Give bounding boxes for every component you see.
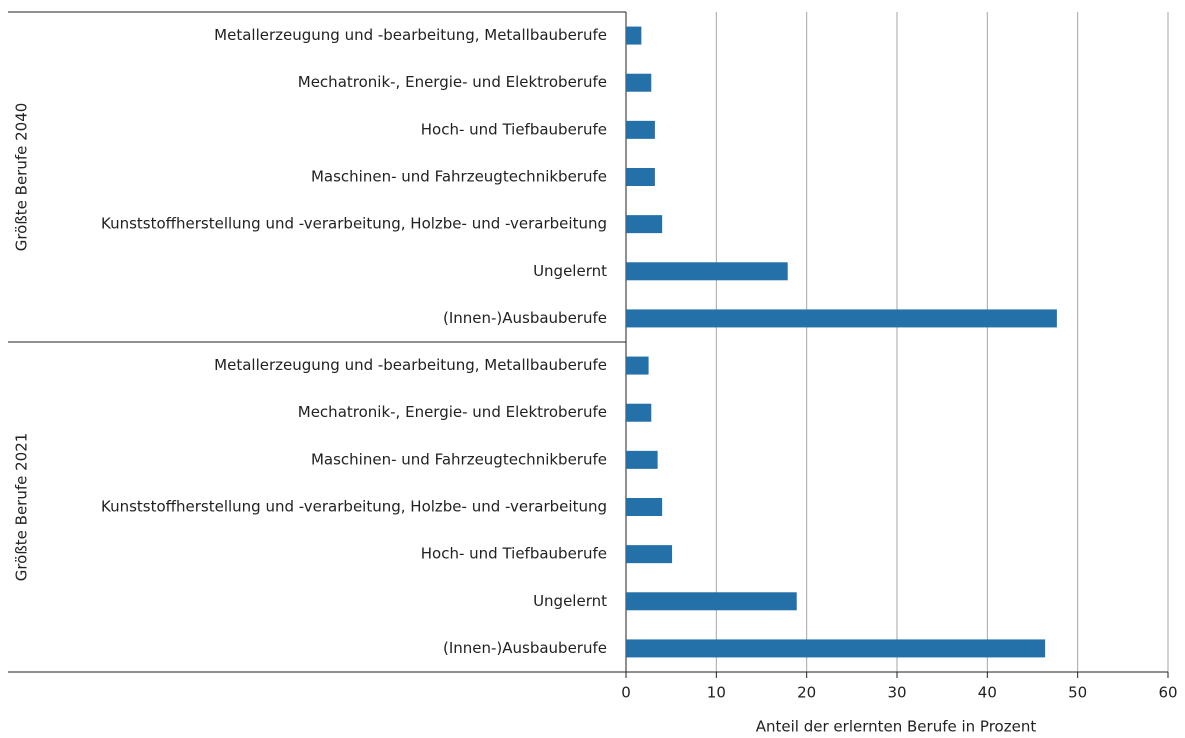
y-tick-label: Maschinen- und Fahrzeugtechnikberufe: [311, 450, 607, 468]
y-tick-label: Mechatronik-, Energie- und Elektroberufe: [298, 403, 607, 421]
x-tick-label: 0: [621, 684, 631, 702]
group-label: Größte Berufe 2040: [13, 103, 31, 252]
y-tick-label: Kunststoffherstellung und -verarbeitung,…: [101, 215, 607, 233]
y-tick-label: Kunststoffherstellung und -verarbeitung,…: [101, 498, 607, 516]
y-tick-label: Maschinen- und Fahrzeugtechnikberufe: [311, 168, 607, 186]
bar: [626, 403, 652, 422]
bar: [626, 168, 655, 186]
bar: [626, 545, 673, 564]
bar: [626, 26, 642, 45]
bar: [626, 309, 1057, 328]
y-tick-label: Hoch- und Tiefbauberufe: [421, 120, 607, 138]
bar: [626, 356, 649, 375]
bar: [626, 592, 797, 611]
y-tick-label: Ungelernt: [533, 262, 607, 280]
y-tick-label: (Innen-)Ausbauberufe: [443, 639, 607, 657]
y-tick-label: Metallerzeugung und -bearbeitung, Metall…: [214, 26, 607, 44]
bar: [626, 120, 655, 139]
bar: [626, 450, 658, 469]
x-tick-label: 60: [1158, 684, 1177, 702]
group-label: Größte Berufe 2021: [13, 433, 31, 582]
y-tick-label: Ungelernt: [533, 592, 607, 610]
y-tick-label: Hoch- und Tiefbauberufe: [421, 545, 607, 563]
bar: [626, 73, 652, 92]
bar: [626, 639, 1046, 658]
x-axis-label: Anteil der erlernten Berufe in Prozent: [756, 718, 1037, 736]
bar: [626, 498, 663, 516]
x-tick-label: 40: [978, 684, 997, 702]
x-tick-label: 20: [797, 684, 816, 702]
y-tick-label: (Innen-)Ausbauberufe: [443, 309, 607, 327]
y-tick-label: Mechatronik-, Energie- und Elektroberufe: [298, 73, 607, 91]
x-tick-label: 10: [707, 684, 726, 702]
bar: [626, 215, 663, 234]
x-tick-label: 30: [887, 684, 906, 702]
y-tick-label: Metallerzeugung und -bearbeitung, Metall…: [214, 356, 607, 374]
x-tick-label: 50: [1068, 684, 1087, 702]
bar: [626, 262, 788, 281]
